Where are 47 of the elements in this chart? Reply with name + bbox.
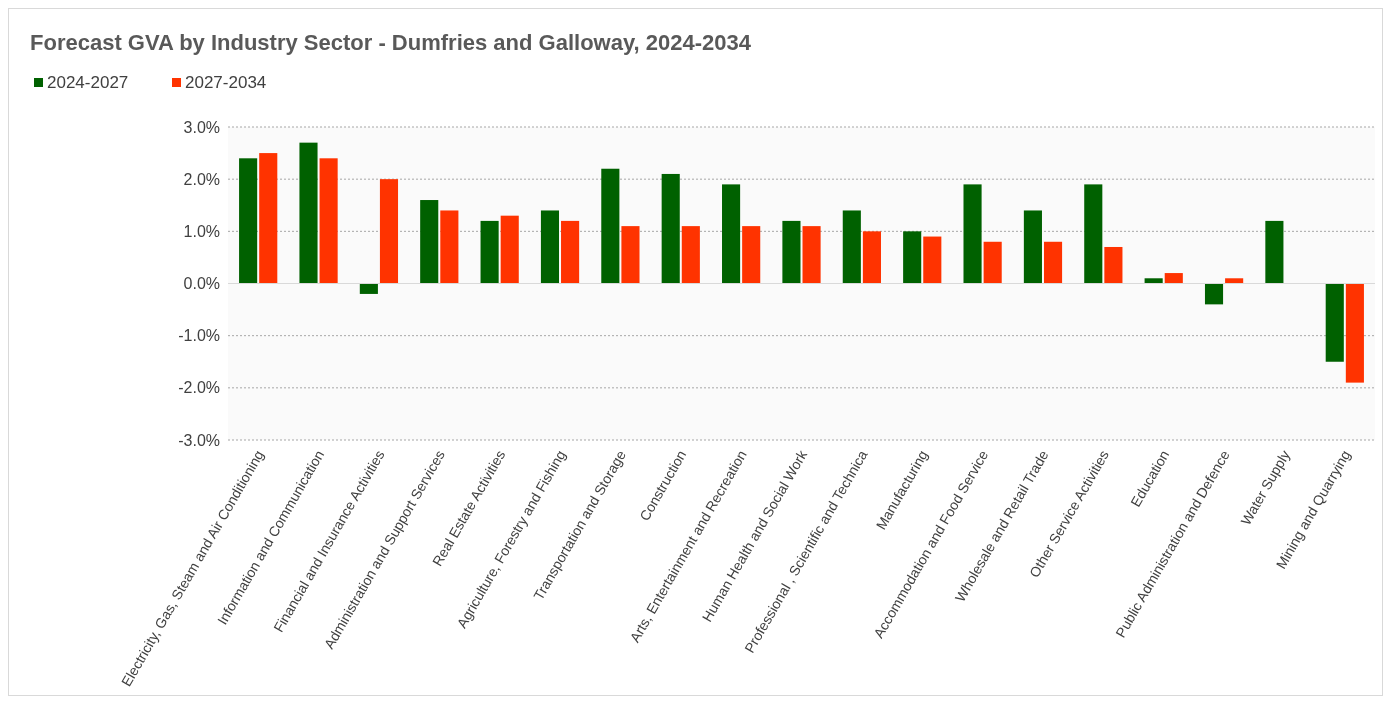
bar — [621, 226, 640, 284]
y-tick-label: 0.0% — [183, 275, 220, 293]
bar — [862, 231, 881, 284]
bar — [681, 226, 700, 284]
bar — [1164, 273, 1183, 284]
bar — [842, 210, 861, 284]
bar — [1043, 241, 1063, 284]
bar — [1345, 283, 1364, 383]
bar — [1084, 184, 1103, 284]
bar — [722, 184, 741, 284]
bar — [561, 220, 580, 284]
bar — [903, 231, 922, 284]
bar — [1023, 210, 1042, 284]
legend-label: 2024-2027 — [47, 73, 129, 92]
bar — [319, 158, 338, 284]
bar — [963, 184, 982, 284]
y-tick-label: 3.0% — [183, 118, 220, 136]
bar — [983, 241, 1002, 284]
bar — [802, 226, 821, 284]
bar — [259, 153, 278, 284]
bar — [1225, 278, 1244, 284]
bar — [1144, 278, 1163, 284]
bar — [500, 215, 519, 284]
bar — [782, 220, 801, 284]
bar — [1265, 220, 1284, 284]
bar — [601, 168, 620, 284]
y-tick-label: -1.0% — [178, 327, 220, 345]
bar — [379, 179, 399, 284]
bar — [480, 220, 499, 284]
legend-label: 2027-2034 — [185, 73, 267, 92]
chart-title: Forecast GVA by Industry Sector - Dumfries and Galloway, 2024-2034 — [30, 30, 752, 55]
bar — [1325, 283, 1344, 362]
bar — [359, 283, 378, 294]
bar — [1204, 283, 1224, 305]
bar — [742, 226, 761, 284]
bar — [1104, 246, 1123, 284]
bar — [540, 210, 560, 284]
y-tick-label: -3.0% — [178, 431, 220, 449]
bar — [239, 158, 258, 284]
y-tick-label: 1.0% — [183, 222, 220, 240]
bar — [661, 173, 680, 284]
bar — [440, 210, 459, 284]
bar — [420, 200, 439, 284]
bar — [923, 236, 942, 284]
bar — [299, 142, 318, 284]
y-tick-label: -2.0% — [178, 379, 220, 397]
y-tick-label: 2.0% — [183, 170, 220, 188]
